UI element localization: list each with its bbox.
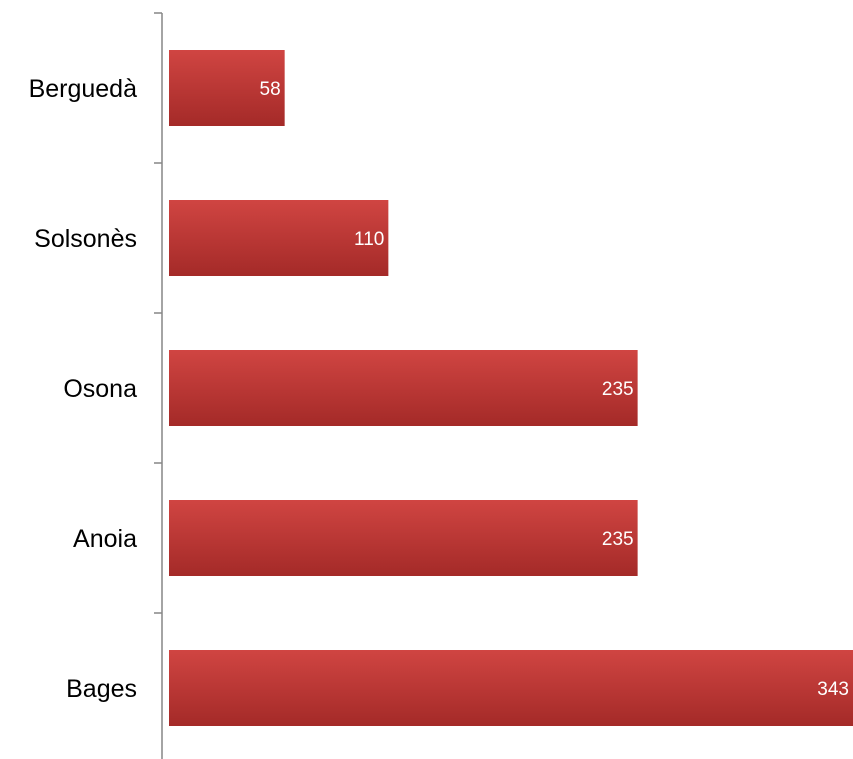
data-label-4: 343 bbox=[817, 679, 849, 700]
category-label-4: Bages bbox=[66, 675, 137, 703]
labels-layer: Berguedà 58 Solsonès 110 Osona 235 Anoia 235 Bag… bbox=[29, 75, 849, 703]
bar-0 bbox=[169, 50, 285, 126]
data-label-2: 235 bbox=[602, 379, 634, 400]
bar-1 bbox=[169, 200, 389, 276]
data-label-3: 235 bbox=[602, 529, 634, 550]
category-label-0: Berguedà bbox=[29, 75, 138, 103]
category-axis bbox=[154, 12, 163, 759]
bars-layer bbox=[169, 50, 853, 726]
data-label-1: 110 bbox=[354, 229, 384, 250]
bar-2 bbox=[169, 350, 638, 426]
category-label-3: Anoia bbox=[73, 525, 137, 553]
category-label-2: Osona bbox=[63, 375, 137, 403]
bar-4 bbox=[169, 650, 853, 726]
data-label-0: 58 bbox=[260, 79, 281, 100]
category-label-1: Solsonès bbox=[34, 225, 137, 253]
bar-3 bbox=[169, 500, 638, 576]
